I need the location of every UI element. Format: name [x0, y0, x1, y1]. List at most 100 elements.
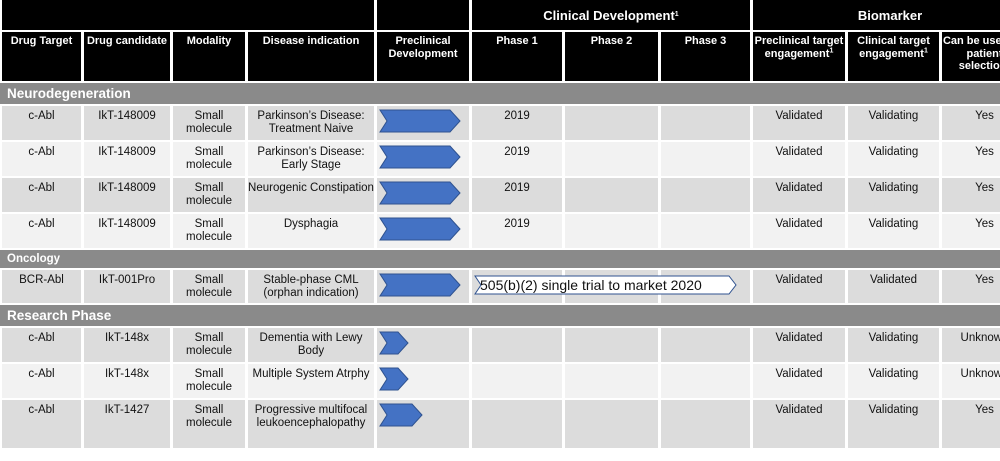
- header-biomarker: Biomarker: [753, 0, 1000, 30]
- cell-patient-selection-text: Yes: [975, 146, 994, 158]
- cell-phase-2: [565, 178, 658, 212]
- cell-drug-candidate-text: IkT-148009: [98, 146, 156, 158]
- cell-modality: Small molecule: [173, 214, 245, 248]
- cell-preclinical-target-engagement-text: Validated: [775, 368, 823, 380]
- cell-phase-3: [661, 328, 750, 362]
- cell-drug-target-text: c-Abl: [28, 110, 55, 122]
- cell-drug-target-text: c-Abl: [28, 182, 55, 194]
- cell-disease-indication: Parkinson’s Disease: Treatment Naive: [248, 106, 374, 140]
- cell-preclinical-development: [377, 142, 469, 176]
- col-modality-label: Modality: [186, 35, 232, 47]
- cell-disease-indication-text: Stable-phase CML (orphan indication): [263, 274, 359, 299]
- cell-patient-selection: Unknown: [942, 364, 1000, 398]
- chevron-arrow-icon: [379, 273, 461, 297]
- chevron-arrow-icon: [379, 109, 461, 133]
- cell-preclinical-target-engagement: Validated: [753, 106, 845, 140]
- pipeline-table: Clinical Development 1 Biomarker Drug Tar…: [0, 0, 1000, 448]
- cell-modality-text: Small molecule: [185, 404, 233, 429]
- col-phase-1: Phase 1: [472, 32, 562, 81]
- cell-phase-2: [565, 214, 658, 248]
- banner-text: 505(b)(2) single trial to market 2020: [480, 277, 702, 293]
- cell-phase-2: [565, 106, 658, 140]
- cell-modality: Small molecule: [173, 106, 245, 140]
- cell-phase-1: 2019: [472, 214, 562, 248]
- cell-clinical-target-engagement-text: Validated: [869, 274, 918, 286]
- col-preclinical-te-text: Preclinical target engagement: [754, 35, 844, 60]
- cell-disease-indication: Dementia with Lewy Body: [248, 328, 374, 362]
- cell-preclinical-development: [377, 400, 469, 448]
- section-neurodegeneration: Neurodegeneration: [0, 83, 1000, 104]
- cell-patient-selection-text: Yes: [975, 404, 994, 416]
- col-preclinical-development: Preclinical Development: [377, 32, 469, 81]
- cell-drug-candidate: IkT-148009: [84, 142, 170, 176]
- cell-preclinical-target-engagement-text: Validated: [775, 146, 823, 158]
- cell-phase-1-text: 2019: [504, 182, 530, 194]
- biomarker-label: Biomarker: [857, 7, 923, 23]
- cell-disease-indication-text: Neurogenic Constipation: [248, 182, 374, 194]
- cell-clinical-target-engagement-text: Validating: [868, 146, 919, 158]
- cell-drug-candidate: IkT-148009: [84, 106, 170, 140]
- col-clinical-target-engagement: Clinical target engagement1: [848, 32, 939, 81]
- cell-clinical-target-engagement: Validating: [848, 106, 939, 140]
- cell-modality: Small molecule: [173, 364, 245, 398]
- section-oncology: Oncology: [0, 250, 1000, 268]
- cell-preclinical-target-engagement-text: Validated: [775, 218, 823, 230]
- cell-phase-1: [472, 400, 562, 448]
- cell-phase-1-text: 2019: [504, 218, 530, 230]
- cell-disease-indication-text: Dysphagia: [283, 218, 339, 230]
- col-preclinical-te-label: Preclinical target engagement1: [753, 35, 845, 60]
- cell-clinical-target-engagement-text: Validating: [868, 218, 919, 230]
- chevron-arrow-icon: [379, 367, 409, 391]
- cell-drug-target: c-Abl: [2, 106, 81, 140]
- cell-drug-target-text: c-Abl: [28, 218, 55, 230]
- cell-clinical-target-engagement: Validating: [848, 178, 939, 212]
- cell-patient-selection: Yes: [942, 106, 1000, 140]
- cell-disease-indication: Dysphagia: [248, 214, 374, 248]
- cell-drug-candidate: IkT-148x: [84, 364, 170, 398]
- cell-phase-3: [661, 178, 750, 212]
- cell-disease-indication: Stable-phase CML (orphan indication): [248, 270, 374, 303]
- clinical-development-label: Clinical Development: [543, 7, 675, 23]
- cell-drug-candidate: IkT-148009: [84, 214, 170, 248]
- cell-clinical-target-engagement: Validating: [848, 328, 939, 362]
- col-preclinical-development-label: Preclinical Development: [388, 35, 458, 60]
- col-phase-3: Phase 3: [661, 32, 750, 81]
- cell-drug-candidate: IkT-001Pro: [84, 270, 170, 303]
- cell-phase-3: [661, 364, 750, 398]
- cell-preclinical-target-engagement-text: Validated: [775, 404, 823, 416]
- cell-preclinical-target-engagement-text: Validated: [775, 182, 823, 194]
- col-phase-3-label: Phase 3: [684, 35, 727, 47]
- cell-preclinical-development: [377, 364, 469, 398]
- cell-patient-selection: Yes: [942, 178, 1000, 212]
- cell-preclinical-target-engagement: Validated: [753, 270, 845, 303]
- cell-drug-target: c-Abl: [2, 142, 81, 176]
- col-preclinical-te-footnote: 1: [829, 46, 834, 54]
- cell-preclinical-target-engagement-text: Validated: [775, 274, 823, 286]
- banner-outline: [474, 275, 737, 295]
- cell-patient-selection-text: Yes: [975, 110, 994, 122]
- cell-phase-3: [661, 106, 750, 140]
- cell-patient-selection-text: Yes: [975, 274, 994, 286]
- chevron-arrow-icon: [379, 331, 409, 355]
- cell-preclinical-target-engagement: Validated: [753, 328, 845, 362]
- cell-preclinical-development: [377, 270, 469, 303]
- cell-drug-candidate-text: IkT-1427: [104, 404, 150, 416]
- cell-patient-selection: Yes: [942, 142, 1000, 176]
- cell-preclinical-target-engagement-text: Validated: [775, 332, 823, 344]
- cell-drug-target-text: BCR-Abl: [19, 274, 64, 286]
- col-clinical-te-footnote: 1: [923, 46, 928, 54]
- cell-drug-target-text: c-Abl: [28, 332, 55, 344]
- cell-clinical-target-engagement-text: Validating: [868, 368, 919, 380]
- col-patient-selection: Can be used for patient selection1: [942, 32, 1000, 81]
- cell-modality: Small molecule: [173, 328, 245, 362]
- cell-patient-selection: Yes: [942, 400, 1000, 448]
- cell-phase-2: [565, 400, 658, 448]
- cell-disease-indication: Progressive multifocal leukoencephalopat…: [248, 400, 374, 448]
- cell-clinical-target-engagement: Validating: [848, 364, 939, 398]
- cell-preclinical-target-engagement: Validated: [753, 142, 845, 176]
- cell-disease-indication: Parkinson’s Disease: Early Stage: [248, 142, 374, 176]
- cell-disease-indication-text: Dementia with Lewy Body: [259, 332, 363, 357]
- col-disease-indication: Disease indication: [248, 32, 374, 81]
- cell-modality: Small molecule: [173, 142, 245, 176]
- cell-phase-2: [565, 142, 658, 176]
